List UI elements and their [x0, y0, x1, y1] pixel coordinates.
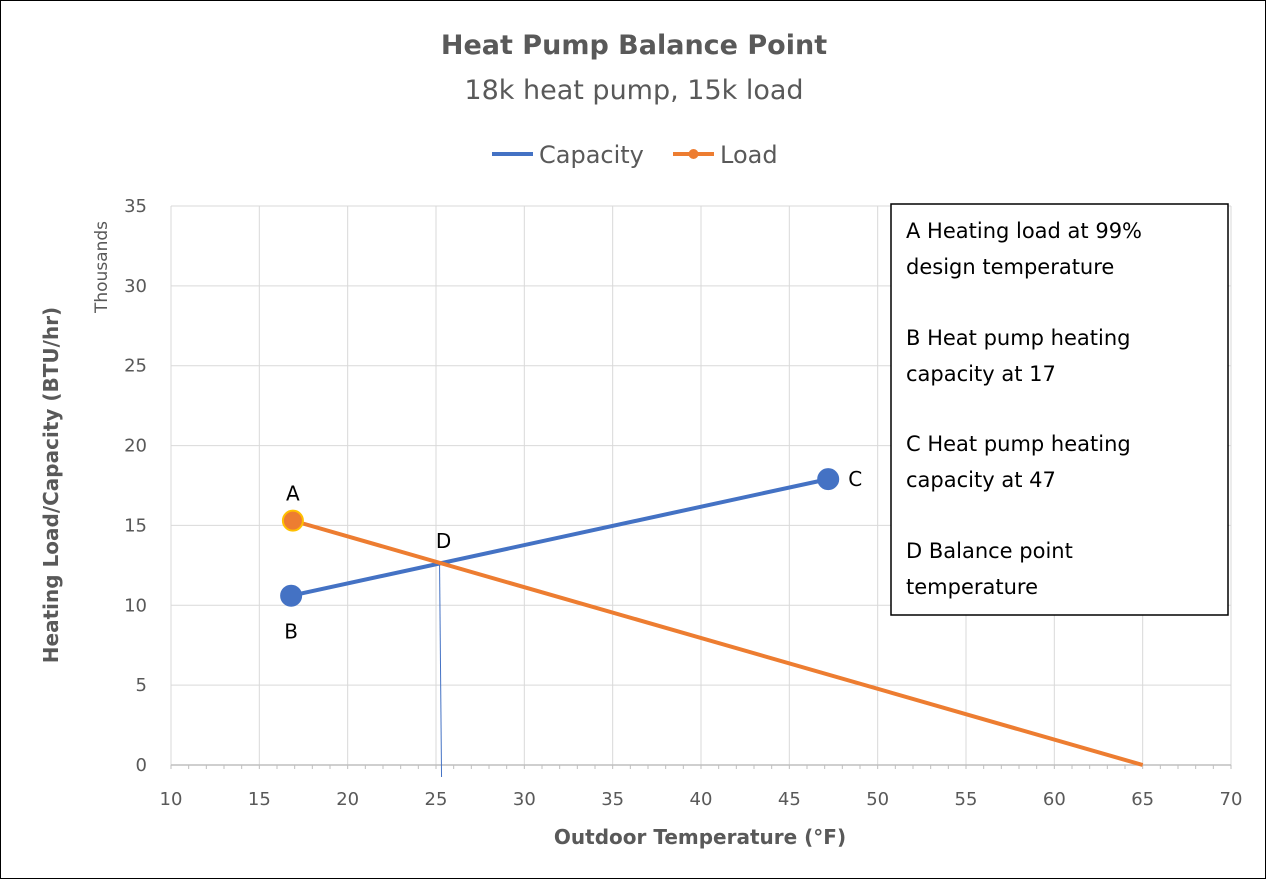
y-tick-label: 10 — [124, 595, 147, 616]
note-line: D Balance point — [906, 539, 1073, 563]
y-tick-label: 0 — [136, 755, 147, 776]
notes-box: A Heating load at 99% design temperature B… — [890, 203, 1229, 616]
note-line: design temperature — [906, 255, 1114, 279]
x-tick-label: 60 — [1043, 789, 1066, 810]
y-tick-labels: 0 5 10 15 20 25 30 35 — [124, 196, 147, 776]
x-tick-label: 35 — [601, 789, 624, 810]
x-axis-title: Outdoor Temperature (°F) — [554, 825, 846, 849]
legend-marker-load — [688, 149, 699, 159]
x-tick-label: 25 — [425, 789, 448, 810]
y-tick-label: 30 — [124, 276, 147, 297]
x-tick-label: 40 — [690, 789, 713, 810]
note-line: temperature — [906, 575, 1038, 599]
x-tick-label: 65 — [1131, 789, 1154, 810]
marker-label-c: C — [848, 467, 862, 491]
x-tick-label: 70 — [1220, 789, 1243, 810]
marker-label-b: B — [284, 620, 298, 644]
series-lines — [290, 477, 1144, 767]
x-tick-label: 45 — [778, 789, 801, 810]
y-tick-label: 35 — [124, 196, 147, 217]
y-tick-label: 25 — [124, 356, 147, 377]
marker-c — [817, 468, 840, 491]
marker-label-a: A — [286, 482, 300, 506]
note-line: capacity at 17 — [906, 362, 1056, 386]
legend-label-load: Load — [720, 141, 778, 169]
balance-point-label: D — [436, 529, 451, 553]
x-tick-label: 15 — [248, 789, 271, 810]
y-tick-label: 5 — [136, 675, 147, 696]
y-axis-units: Thousands — [92, 221, 112, 314]
marker-b — [280, 584, 303, 607]
x-tick-label: 50 — [866, 789, 889, 810]
notes-box-border — [890, 203, 1229, 616]
note-line: B Heat pump heating — [906, 326, 1130, 350]
point-markers: A B C — [280, 467, 862, 644]
x-tick-label: 55 — [955, 789, 978, 810]
y-axis-title: Heating Load/Capacity (BTU/hr) — [39, 307, 63, 663]
x-tick-label: 30 — [513, 789, 536, 810]
x-tick-label: 20 — [336, 789, 359, 810]
note-line: capacity at 47 — [906, 468, 1056, 492]
balance-point: D — [436, 529, 451, 778]
x-tick-label: 10 — [160, 789, 183, 810]
chart-title: Heat Pump Balance Point — [441, 30, 827, 61]
legend: Capacity Load — [492, 141, 778, 169]
y-tick-label: 20 — [124, 436, 147, 457]
y-tick-label: 15 — [124, 515, 147, 536]
series-line-capacity — [290, 477, 829, 598]
balance-point-dropline — [439, 562, 443, 778]
note-line: A Heating load at 99% — [906, 219, 1142, 243]
chart-subtitle: 18k heat pump, 15k load — [464, 75, 803, 106]
note-line: C Heat pump heating — [906, 432, 1131, 456]
axes — [170, 764, 1232, 769]
x-tick-labels: 10 15 20 25 30 35 40 45 50 55 60 65 70 — [160, 789, 1243, 810]
series-line-load — [292, 518, 1144, 767]
legend-label-capacity: Capacity — [539, 141, 644, 169]
marker-a — [281, 509, 304, 532]
